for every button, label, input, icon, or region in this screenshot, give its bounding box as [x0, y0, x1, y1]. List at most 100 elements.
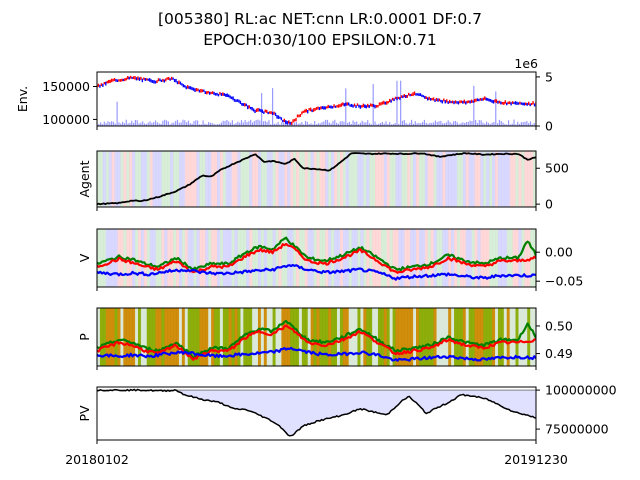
action-stripe [401, 151, 405, 207]
action-stripe [214, 151, 218, 207]
action-stripe [351, 308, 356, 366]
action-stripe [170, 151, 174, 207]
action-stripe [471, 308, 476, 366]
action-stripe [208, 229, 212, 287]
action-stripe [219, 308, 224, 366]
action-stripe [161, 151, 165, 207]
action-stripe [173, 151, 177, 207]
action-stripe [205, 151, 209, 207]
action-stripe [263, 308, 268, 366]
action-stripe [427, 229, 432, 287]
action-stripe [442, 229, 446, 287]
x-tick-end: 20191230 [504, 452, 568, 467]
action-stripe [146, 229, 151, 287]
action-stripe [395, 229, 400, 287]
action-stripe [178, 151, 183, 207]
action-stripe [278, 151, 282, 207]
action-stripe [202, 308, 206, 366]
action-stripe [468, 308, 473, 366]
y-tick-label: 100000000 [545, 383, 617, 398]
action-stripe [117, 308, 122, 366]
action-stripe [246, 151, 250, 207]
subplot-v: 0.00 −0.05 V [77, 228, 583, 291]
action-stripe [331, 308, 335, 366]
action-stripe [521, 151, 525, 207]
action-stripe [135, 308, 139, 366]
action-stripe [278, 229, 282, 287]
p-series-line-2 [97, 346, 536, 362]
action-stripe [211, 308, 215, 366]
action-stripe [114, 151, 119, 207]
action-stripe [187, 229, 192, 287]
action-stripe [275, 229, 280, 287]
action-stripe [167, 229, 171, 287]
action-stripe [480, 151, 484, 207]
action-stripe [152, 151, 157, 207]
action-stripe [190, 151, 195, 207]
action-stripe [345, 151, 350, 207]
action-stripe [454, 151, 458, 207]
action-stripe [237, 308, 242, 366]
action-stripe [448, 151, 452, 207]
action-stripe [459, 308, 464, 366]
action-stripe [360, 151, 364, 207]
y-axis-label: Agent [77, 160, 92, 197]
action-stripe [173, 308, 177, 366]
action-stripe [418, 229, 423, 287]
action-stripe [260, 151, 265, 207]
action-stripe [331, 151, 335, 207]
action-stripe [105, 229, 110, 287]
action-stripe [146, 151, 151, 207]
action-stripe [392, 151, 397, 207]
action-stripe [372, 151, 376, 207]
action-stripe [418, 308, 423, 366]
plot-area-agent [97, 151, 536, 207]
action-stripe [518, 229, 522, 287]
action-stripe [225, 308, 230, 366]
action-stripe [366, 229, 370, 287]
action-stripe [471, 229, 476, 287]
action-stripe [181, 308, 186, 366]
action-stripe [237, 151, 242, 207]
action-stripe [430, 308, 435, 366]
action-stripe [132, 151, 136, 207]
subplot-pv: 100000000 75000000 PV [77, 383, 617, 444]
action-stripe [334, 308, 338, 366]
action-stripe [167, 151, 171, 207]
action-stripe [111, 308, 116, 366]
action-stripe [401, 229, 405, 287]
action-stripe [301, 151, 306, 207]
action-stripe [123, 151, 127, 207]
action-stripe [407, 308, 411, 366]
y-axis-label: P [77, 333, 92, 341]
action-stripe [459, 151, 464, 207]
action-stripe [389, 229, 394, 287]
action-stripe [477, 308, 481, 366]
action-stripe [336, 308, 341, 366]
action-stripe [489, 308, 493, 366]
action-stripe [492, 229, 496, 287]
action-stripe [105, 151, 110, 207]
action-stripe [363, 229, 367, 287]
action-stripe [181, 229, 186, 287]
action-stripe [237, 229, 242, 287]
action-stripe [149, 229, 154, 287]
action-stripe [132, 308, 136, 366]
action-stripe [129, 308, 133, 366]
action-stripe [140, 229, 145, 287]
action-stripe [272, 229, 277, 287]
axis-exponent-label: 1e6 [514, 56, 538, 71]
y-tick-label: 0.49 [545, 346, 573, 361]
y-axis-label: PV [77, 405, 92, 422]
action-stripe [205, 308, 209, 366]
action-stripe [316, 229, 321, 287]
action-stripe [503, 151, 508, 207]
action-stripe [380, 229, 385, 287]
action-stripe [290, 151, 294, 207]
action-stripe [357, 151, 361, 207]
action-stripe [287, 229, 291, 287]
action-stripe [342, 151, 347, 207]
action-stripe [404, 151, 408, 207]
action-stripe [454, 308, 458, 366]
action-stripe [216, 308, 221, 366]
